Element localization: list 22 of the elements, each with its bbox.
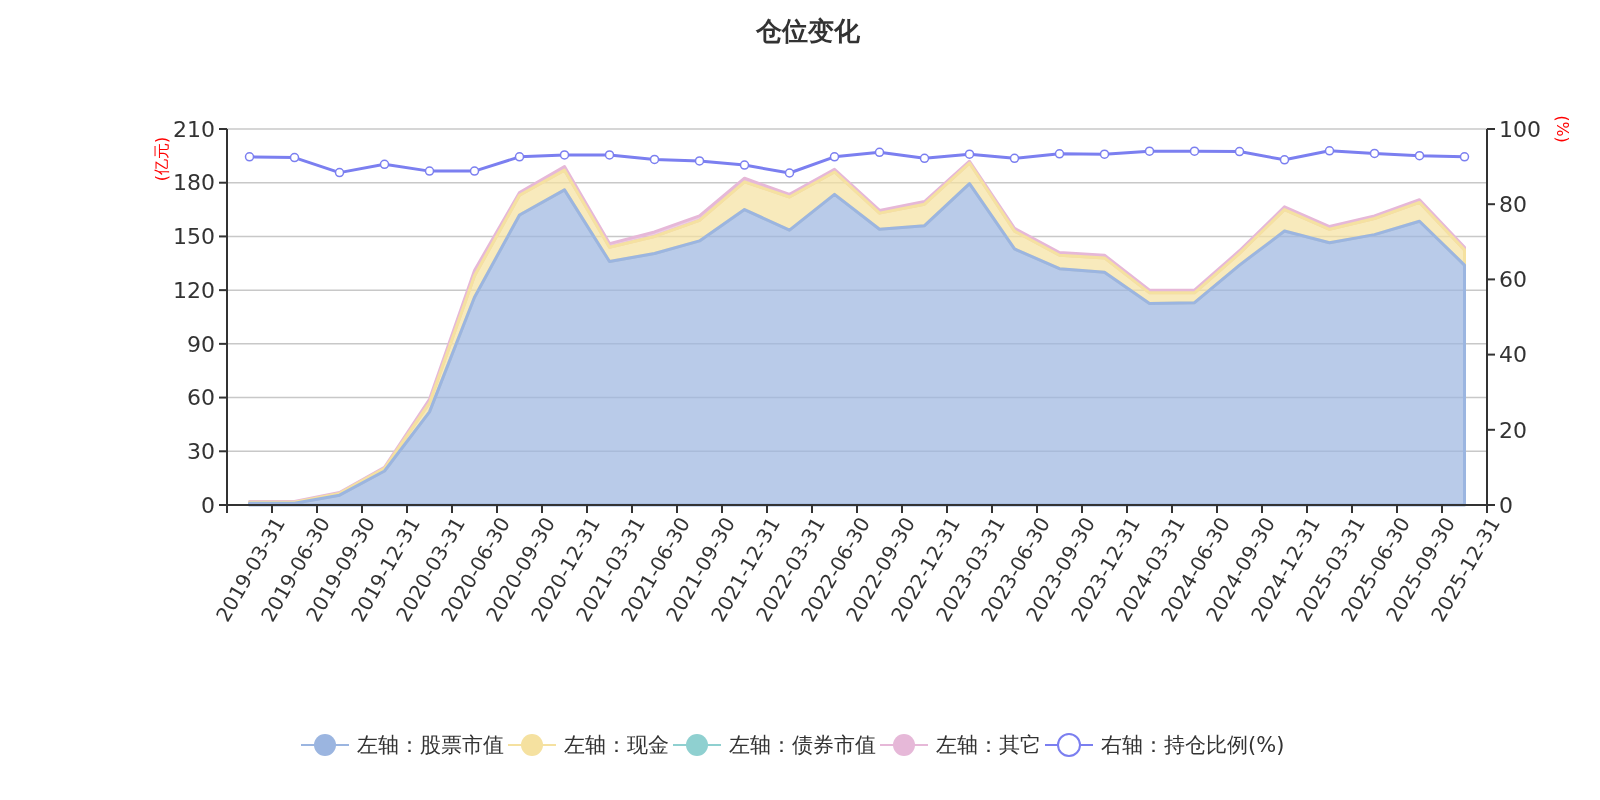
y-axis-title: (亿元) — [152, 136, 171, 182]
y-tick-label: 0 — [201, 492, 215, 518]
y2-tick-label: 20 — [1499, 417, 1527, 443]
y-tick-label: 30 — [187, 438, 215, 464]
y2-axis-title: (%) — [1553, 115, 1572, 143]
legend-label: 左轴：其它 — [936, 733, 1041, 758]
y-tick-label: 120 — [173, 277, 215, 303]
y2-tick-label: 80 — [1499, 191, 1527, 217]
chart-title: 仓位变化 — [755, 16, 861, 46]
legend-label: 左轴：现金 — [564, 733, 669, 758]
legend-label: 左轴：债券市值 — [729, 733, 876, 758]
y-tick-label: 180 — [173, 170, 215, 196]
y-tick-label: 90 — [187, 331, 215, 357]
y2-tick-label: 40 — [1499, 342, 1527, 368]
legend-label: 右轴：持仓比例(%) — [1101, 733, 1285, 758]
y2-tick-label: 100 — [1499, 116, 1541, 142]
y-tick-label: 150 — [173, 224, 215, 250]
y-tick-label: 210 — [173, 116, 215, 142]
y2-tick-label: 60 — [1499, 267, 1527, 293]
legend-label: 左轴：股票市值 — [357, 733, 504, 758]
y-tick-label: 60 — [187, 385, 215, 411]
y2-tick-label: 0 — [1499, 492, 1513, 518]
